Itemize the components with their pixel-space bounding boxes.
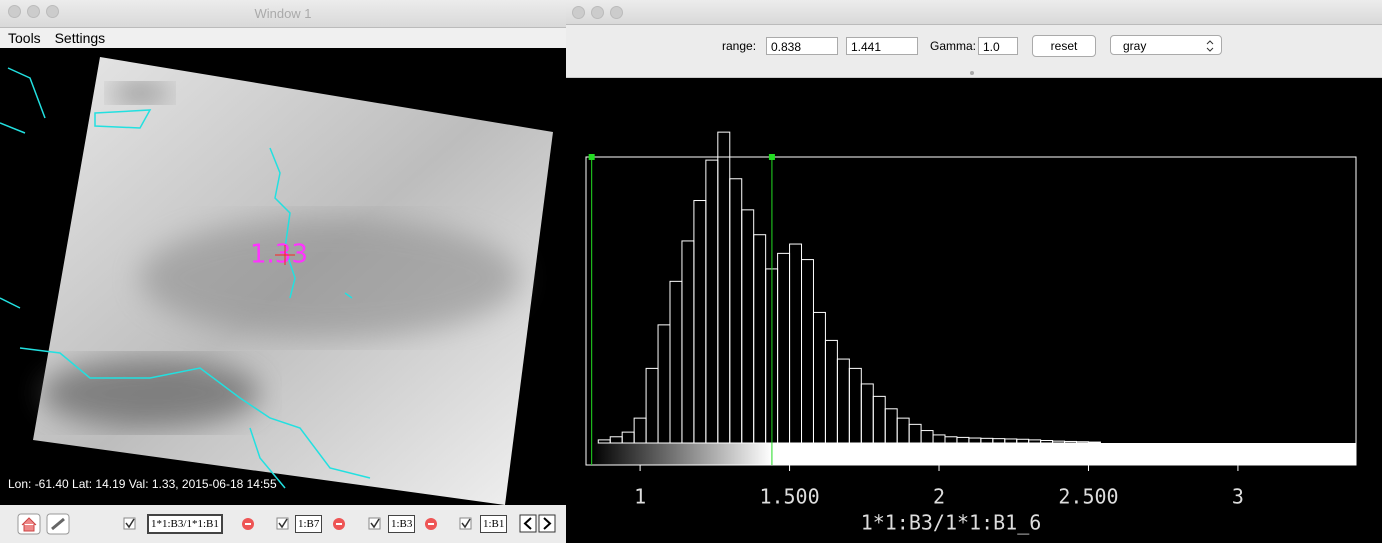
control-bar: range: 0.838 1.441 Gamma: 1.0 reset gray <box>566 25 1382 78</box>
menu-bar: Tools Settings <box>0 28 566 48</box>
splitter-handle[interactable] <box>970 71 974 75</box>
histogram-bar <box>945 437 957 443</box>
histogram-bar <box>646 368 658 443</box>
map-view: 1.33 Lon: -61.40 Lat: 14.19 Val: 1.33, 2… <box>0 48 566 505</box>
histogram-bar <box>825 340 837 443</box>
histogram-bar <box>921 431 933 443</box>
histogram-bar <box>658 325 670 443</box>
next-button[interactable] <box>539 515 555 532</box>
histogram-bar <box>957 437 969 443</box>
histogram-bar <box>813 312 825 443</box>
x-tick-label: 2.500 <box>1058 485 1118 509</box>
histogram-bar <box>1041 441 1053 443</box>
plot-frame <box>586 157 1356 465</box>
toolbar: 1*1:B3/1*1:B1 1:B7 1:B3 1:B1 <box>0 505 566 543</box>
histogram-bar <box>1088 442 1100 443</box>
histogram-bar <box>1005 439 1017 443</box>
x-tick-label: 1.500 <box>759 485 819 509</box>
histogram-bar <box>873 396 885 443</box>
histogram-bar <box>706 160 718 443</box>
gamma-input[interactable]: 1.0 <box>978 37 1018 55</box>
histogram-bar <box>718 132 730 443</box>
x-axis-label: 1*1:B3/1*1:B1_6 <box>861 511 1042 535</box>
x-tick-label: 3 <box>1232 485 1244 509</box>
range-min-input[interactable]: 0.838 <box>766 37 838 55</box>
colorbar-white <box>772 443 1356 465</box>
image-shading <box>140 218 520 338</box>
reset-button[interactable]: reset <box>1032 35 1096 57</box>
layer-label[interactable]: 1:B1 <box>480 515 507 533</box>
colorbar-gradient <box>592 443 772 465</box>
histogram-bar <box>861 384 873 443</box>
histogram-bar <box>730 179 742 443</box>
layer-label[interactable]: 1:B3 <box>388 515 415 533</box>
x-tick-label: 2 <box>933 485 945 509</box>
range-handle <box>589 154 595 160</box>
image-shading <box>110 83 170 103</box>
histogram-bar <box>933 435 945 443</box>
range-label: range: <box>722 37 756 55</box>
window-1: Window 1 Tools Settings 1.33 Lon: -61.40… <box>0 0 566 543</box>
histogram-bar <box>802 260 814 443</box>
range-max-input[interactable]: 1.441 <box>846 37 918 55</box>
menu-item[interactable]: Settings <box>55 30 106 46</box>
histogram-bar <box>1065 441 1077 443</box>
histogram-bar <box>694 201 706 443</box>
layer-label[interactable]: 1:B7 <box>295 515 322 533</box>
select-arrows <box>1204 39 1216 53</box>
screen: Window 1 Tools Settings 1.33 Lon: -61.40… <box>0 0 1382 543</box>
histogram-bar <box>849 368 861 443</box>
layer-label[interactable]: 1*1:B3/1*1:B1 <box>147 514 223 534</box>
histogram-bar <box>1017 439 1029 443</box>
histogram-bar <box>682 241 694 443</box>
histogram-bar <box>1053 441 1065 443</box>
histogram-bar <box>610 437 622 443</box>
histogram-bar <box>670 281 682 443</box>
histogram-bar <box>790 244 802 443</box>
histogram-bar <box>742 210 754 443</box>
status-text: Lon: -61.40 Lat: 14.19 Val: 1.33, 2015-0… <box>8 477 277 491</box>
image-shading <box>40 358 260 428</box>
histogram-bar <box>993 439 1005 443</box>
histogram-bar <box>837 359 849 443</box>
window-title: Window 1 <box>254 6 311 21</box>
histogram-bar <box>622 432 634 443</box>
title-bar: Window 1 <box>0 0 566 28</box>
range-handle <box>769 154 775 160</box>
window-controls[interactable] <box>8 0 65 27</box>
title-bar <box>566 0 1382 25</box>
histogram-bar <box>1077 442 1089 443</box>
histogram-bar <box>897 418 909 443</box>
histogram-bar <box>1029 440 1041 443</box>
x-tick-label: 1 <box>634 485 646 509</box>
histogram-bar <box>885 409 897 443</box>
menu-item[interactable]: Tools <box>8 30 41 46</box>
window-2: range: 0.838 1.441 Gamma: 1.0 reset gray… <box>566 0 1382 543</box>
histogram: 1 1.500 2 2.500 3 1*1:B3/1*1:B1_6 <box>566 78 1382 543</box>
gamma-label: Gamma: <box>930 37 976 55</box>
histogram-bar <box>981 438 993 443</box>
window-controls[interactable] <box>572 6 629 22</box>
histogram-bar <box>634 418 646 443</box>
histogram-bar <box>969 438 981 443</box>
prev-button[interactable] <box>520 515 536 532</box>
histogram-bar <box>778 253 790 443</box>
histogram-bar <box>598 440 610 443</box>
histogram-bar <box>909 424 921 443</box>
histogram-bar <box>754 235 766 443</box>
